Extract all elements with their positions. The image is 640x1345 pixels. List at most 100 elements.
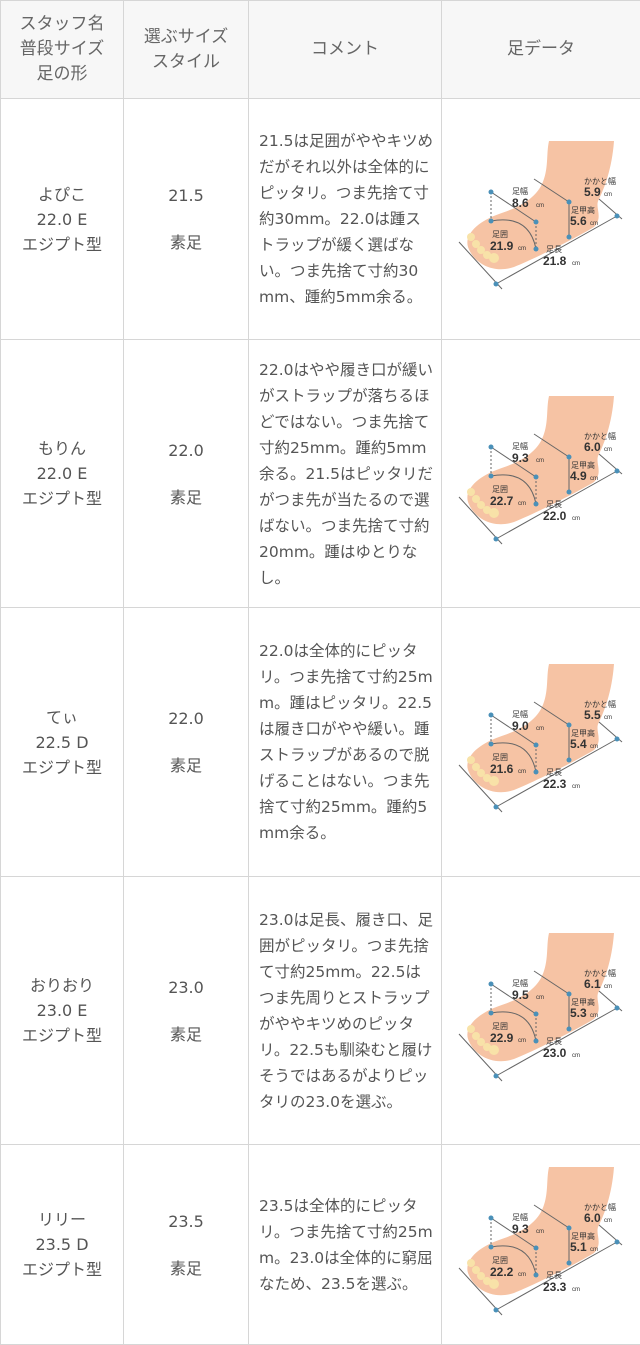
header-staff: スタッフ名普段サイズ足の形 — [1, 1, 124, 99]
unit: cm — [590, 1013, 598, 1019]
style: 素足 — [170, 756, 202, 775]
header-foot-data: 足データ — [442, 1, 640, 99]
unit: cm — [604, 192, 612, 198]
foot-diagram: 足幅 9.5 cm かかと幅 6.1 cm 足甲高 5.3 cm 足囲 22.9… — [454, 931, 629, 1091]
length-value: 22.3 — [543, 777, 567, 791]
header-foot-shape: 足の形 — [37, 64, 88, 84]
unit: cm — [536, 458, 544, 464]
heel-width-value: 5.9 — [584, 185, 601, 199]
header-chosen-size: 選ぶサイズ — [144, 27, 229, 47]
usual-size: 23.5 D — [35, 1235, 88, 1254]
comment: 22.0は全体的にピッタリ。つま先捨て寸約25mm。踵はピッタリ。22.5は履き… — [249, 608, 442, 877]
unit: cm — [536, 203, 544, 209]
size-cell: 22.0 素足 — [124, 340, 249, 608]
girth-label: 足囲 — [492, 230, 508, 239]
foot-width-label: 足幅 — [512, 186, 528, 196]
table-row: もりん 22.0 E エジプト型 22.0 素足 22.0はやや履き口が緩いがストラッ… — [1, 340, 640, 608]
unit: cm — [604, 715, 612, 721]
comment: 22.0はやや履き口が緩いがストラップが落ちるほどではない。つま先捨て寸約25m… — [249, 340, 442, 608]
foot-diagram: 足幅 9.0 cm かかと幅 5.5 cm 足甲高 5.4 cm 足囲 21.6… — [454, 662, 629, 822]
comment: 23.5は全体的にピッタリ。つま先捨て寸約25mm。23.0は全体的に窮屈なため… — [249, 1145, 442, 1345]
length-value: 23.0 — [543, 1046, 567, 1060]
heel-width-value: 5.5 — [584, 708, 601, 722]
length-value: 21.8 — [543, 254, 567, 268]
length-label: 足長 — [546, 1037, 562, 1046]
unit: cm — [590, 476, 598, 482]
unit: cm — [536, 726, 544, 732]
header-staff-name: スタッフ名 — [20, 14, 105, 34]
header-comment: コメント — [249, 1, 442, 99]
unit: cm — [536, 995, 544, 1001]
unit: cm — [590, 1247, 598, 1253]
table-row: てぃ 22.5 D エジプト型 22.0 素足 22.0は全体的にピッタリ。つま先捨て… — [1, 608, 640, 877]
unit: cm — [572, 1053, 580, 1059]
header-usual-size: 普段サイズ — [20, 39, 105, 59]
instep-height-value: 5.1 — [570, 1240, 587, 1254]
girth-value: 22.9 — [490, 1031, 514, 1045]
foot-data-cell: 足幅 8.6 cm かかと幅 5.9 cm 足甲高 5.6 cm 足囲 21.9… — [442, 99, 640, 340]
foot-width-label: 足幅 — [512, 441, 528, 451]
style: 素足 — [170, 1259, 202, 1278]
usual-size: 22.5 D — [35, 733, 88, 752]
staff-cell: てぃ 22.5 D エジプト型 — [1, 608, 124, 877]
unit: cm — [590, 744, 598, 750]
chosen-size: 23.5 — [168, 1212, 204, 1231]
foot-data-cell: 足幅 9.5 cm かかと幅 6.1 cm 足甲高 5.3 cm 足囲 22.9… — [442, 877, 640, 1145]
unit: cm — [604, 447, 612, 453]
foot-shape: エジプト型 — [22, 489, 102, 508]
staff-name: もりん — [38, 439, 86, 458]
length-label: 足長 — [546, 768, 562, 777]
usual-size: 23.0 E — [37, 1001, 88, 1020]
unit: cm — [518, 246, 526, 252]
staff-cell: おりおり 23.0 E エジプト型 — [1, 877, 124, 1145]
foot-shape: エジプト型 — [22, 1026, 102, 1045]
unit: cm — [572, 1287, 580, 1293]
style: 素足 — [170, 488, 202, 507]
foot-shape: エジプト型 — [22, 235, 102, 254]
instep-height-value: 5.4 — [570, 737, 587, 751]
length-value: 22.0 — [543, 509, 567, 523]
unit: cm — [518, 769, 526, 775]
foot-width-label: 足幅 — [512, 978, 528, 988]
unit: cm — [572, 784, 580, 790]
staff-name: リリー — [38, 1210, 86, 1229]
foot-width-value: 9.3 — [512, 1222, 529, 1236]
size-cell: 23.5 素足 — [124, 1145, 249, 1345]
instep-height-value: 4.9 — [570, 469, 587, 483]
unit: cm — [572, 261, 580, 267]
chosen-size: 22.0 — [168, 441, 204, 460]
instep-height-value: 5.3 — [570, 1006, 587, 1020]
staff-name: おりおり — [30, 976, 94, 995]
length-label: 足長 — [546, 245, 562, 254]
girth-label: 足囲 — [492, 1256, 508, 1265]
unit: cm — [590, 221, 598, 227]
usual-size: 22.0 E — [37, 210, 88, 229]
foot-width-value: 8.6 — [512, 196, 529, 210]
comment: 23.0は足長、履き口、足囲がピッタリ。つま先捨て寸約25mm。22.5はつま先… — [249, 877, 442, 1145]
foot-diagram: 足幅 9.3 cm かかと幅 6.0 cm 足甲高 5.1 cm 足囲 22.2… — [454, 1165, 629, 1325]
foot-shape: エジプト型 — [22, 758, 102, 777]
style: 素足 — [170, 233, 202, 252]
girth-label: 足囲 — [492, 753, 508, 762]
girth-value: 21.9 — [490, 239, 514, 253]
foot-data-cell: 足幅 9.0 cm かかと幅 5.5 cm 足甲高 5.4 cm 足囲 21.6… — [442, 608, 640, 877]
unit: cm — [518, 501, 526, 507]
heel-width-value: 6.0 — [584, 440, 601, 454]
heel-width-value: 6.1 — [584, 977, 601, 991]
length-label: 足長 — [546, 1271, 562, 1280]
staff-name: てぃ — [46, 708, 78, 727]
foot-width-value: 9.0 — [512, 719, 529, 733]
length-value: 23.3 — [543, 1280, 567, 1294]
unit: cm — [518, 1038, 526, 1044]
chosen-size: 22.0 — [168, 709, 204, 728]
unit: cm — [518, 1272, 526, 1278]
foot-width-label: 足幅 — [512, 709, 528, 719]
usual-size: 22.0 E — [37, 464, 88, 483]
header-row: スタッフ名普段サイズ足の形 選ぶサイズスタイル コメント 足データ — [1, 1, 640, 99]
